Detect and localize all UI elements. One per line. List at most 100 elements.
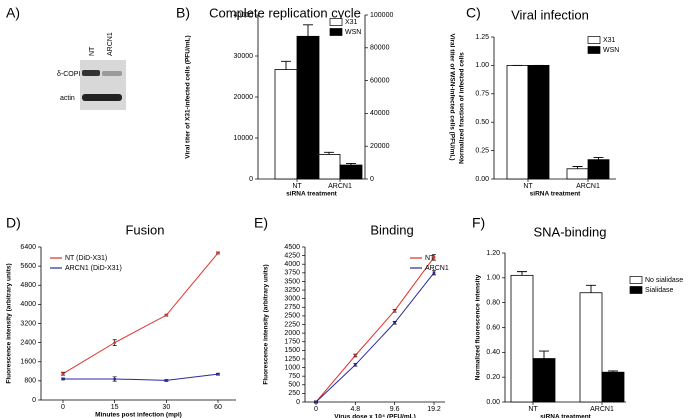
y-tick-label: 250 (288, 390, 300, 397)
x-tick-label: 9.6 (390, 406, 400, 413)
line (315, 272, 435, 403)
legend-swatch (329, 28, 343, 36)
y-tick-label: 750 (288, 373, 300, 380)
panel-letter: A) (6, 5, 20, 21)
y-tick-label: 0.75 (475, 91, 489, 98)
x-tick-label: NT (528, 406, 538, 413)
bar (510, 274, 534, 403)
y-tick-label: 0.40 (486, 349, 500, 356)
y-tick-label: 4500 (284, 244, 300, 251)
x-tick-label: NT (292, 183, 302, 190)
y-tick-label: 3000 (284, 296, 300, 303)
y-tick-label: 0 (249, 176, 253, 183)
legend-swatch (587, 46, 601, 54)
y-tick-label: 1500 (284, 347, 300, 354)
y-tick-label: 1.00 (475, 62, 489, 69)
point (393, 309, 397, 313)
legend-label: NT (425, 255, 435, 262)
y-tick-label: 1.25 (475, 34, 489, 41)
y-tick-label: 2500 (284, 313, 300, 320)
y-tick-label: 2250 (284, 321, 300, 328)
panel-letter: C) (466, 5, 481, 21)
y-axis-label: Fluorescence intensity (arbitrary units) (6, 263, 13, 383)
legend-label: X31 (603, 37, 616, 44)
point (164, 313, 168, 317)
y-tick-label: 20000 (234, 94, 254, 101)
error-bar (572, 166, 583, 169)
y2-axis-label: Viral titer of WSN-infected cells (PFU/m… (448, 33, 455, 160)
y-tick-label: 0 (370, 176, 374, 183)
point (216, 372, 220, 376)
chart-title: SNA-binding (534, 224, 607, 239)
error-bar (608, 370, 618, 373)
y-tick-label: 0.00 (486, 399, 500, 406)
point (216, 251, 220, 255)
x-tick-label: 0 (314, 406, 318, 413)
legend-label: NT (DiD-X31) (65, 255, 107, 262)
legend-label: WSN (603, 47, 619, 54)
legend-swatch (629, 276, 643, 284)
y-tick-label: 1600 (20, 359, 36, 366)
point (432, 255, 436, 259)
bar (317, 153, 341, 180)
x-tick-label: 19.2 (427, 406, 441, 413)
y-tick-label: 5600 (20, 263, 36, 270)
line (63, 373, 219, 381)
panel-letter: F) (472, 215, 485, 231)
y-tick-label: 2400 (20, 339, 36, 346)
point (113, 377, 117, 381)
legend-label: ARCN1 (425, 265, 449, 272)
y-tick-label: 1.00 (486, 275, 500, 282)
bar (506, 65, 529, 180)
band (102, 71, 122, 76)
line (62, 252, 219, 375)
x-tick-label: ARCN1 (590, 406, 614, 413)
panel-letter: B) (176, 5, 190, 21)
legend-swatch (629, 286, 643, 294)
bar (601, 371, 625, 403)
x-axis-label: siRNA treatment (540, 414, 592, 418)
y-tick-label: 0 (296, 399, 300, 406)
y-tick-label: 80000 (370, 45, 390, 52)
lane-label: NT (89, 46, 96, 56)
band (82, 94, 122, 101)
row-label: δ-COPI (57, 71, 80, 78)
y-tick-label: 0 (32, 397, 36, 404)
y-tick-label: 40000 (234, 12, 254, 19)
y-tick-label: 1.20 (486, 250, 500, 257)
point (61, 377, 65, 381)
y-tick-label: 1750 (284, 339, 300, 346)
bar (587, 159, 610, 180)
error-bar (303, 24, 313, 37)
y-tick-label: 3250 (284, 287, 300, 294)
y-tick-label: 2000 (284, 330, 300, 337)
bar (579, 292, 603, 403)
bar (566, 168, 589, 180)
legend-label: WSN (345, 29, 361, 36)
point (393, 321, 397, 325)
y-tick-label: 3500 (284, 278, 300, 285)
band (82, 70, 100, 76)
error-bar (324, 151, 334, 155)
x-tick-label: ARCN1 (576, 183, 600, 190)
error-bar (586, 284, 596, 293)
bar (274, 69, 298, 180)
y-tick-label: 800 (24, 378, 36, 385)
y-tick-label: 40000 (370, 110, 390, 117)
bar (296, 35, 320, 180)
error-bar (593, 156, 604, 160)
x-axis-label: Virus dose x 10⁴ (PFU/mL) (334, 414, 415, 418)
y-tick-label: 4000 (284, 261, 300, 268)
panel-letter: D) (6, 215, 21, 231)
x-axis-label: siRNA treatment (530, 191, 582, 198)
x-tick-label: 60 (214, 404, 222, 411)
legend-swatch (329, 18, 343, 26)
point (353, 363, 357, 367)
y-tick-label: 0.60 (486, 324, 500, 331)
y-tick-label: 10000 (234, 135, 254, 142)
x-axis-label: Minutes post infection (mpi) (95, 412, 182, 418)
point (164, 378, 168, 382)
point (61, 372, 65, 376)
x-tick-label: 4.8 (350, 406, 360, 413)
